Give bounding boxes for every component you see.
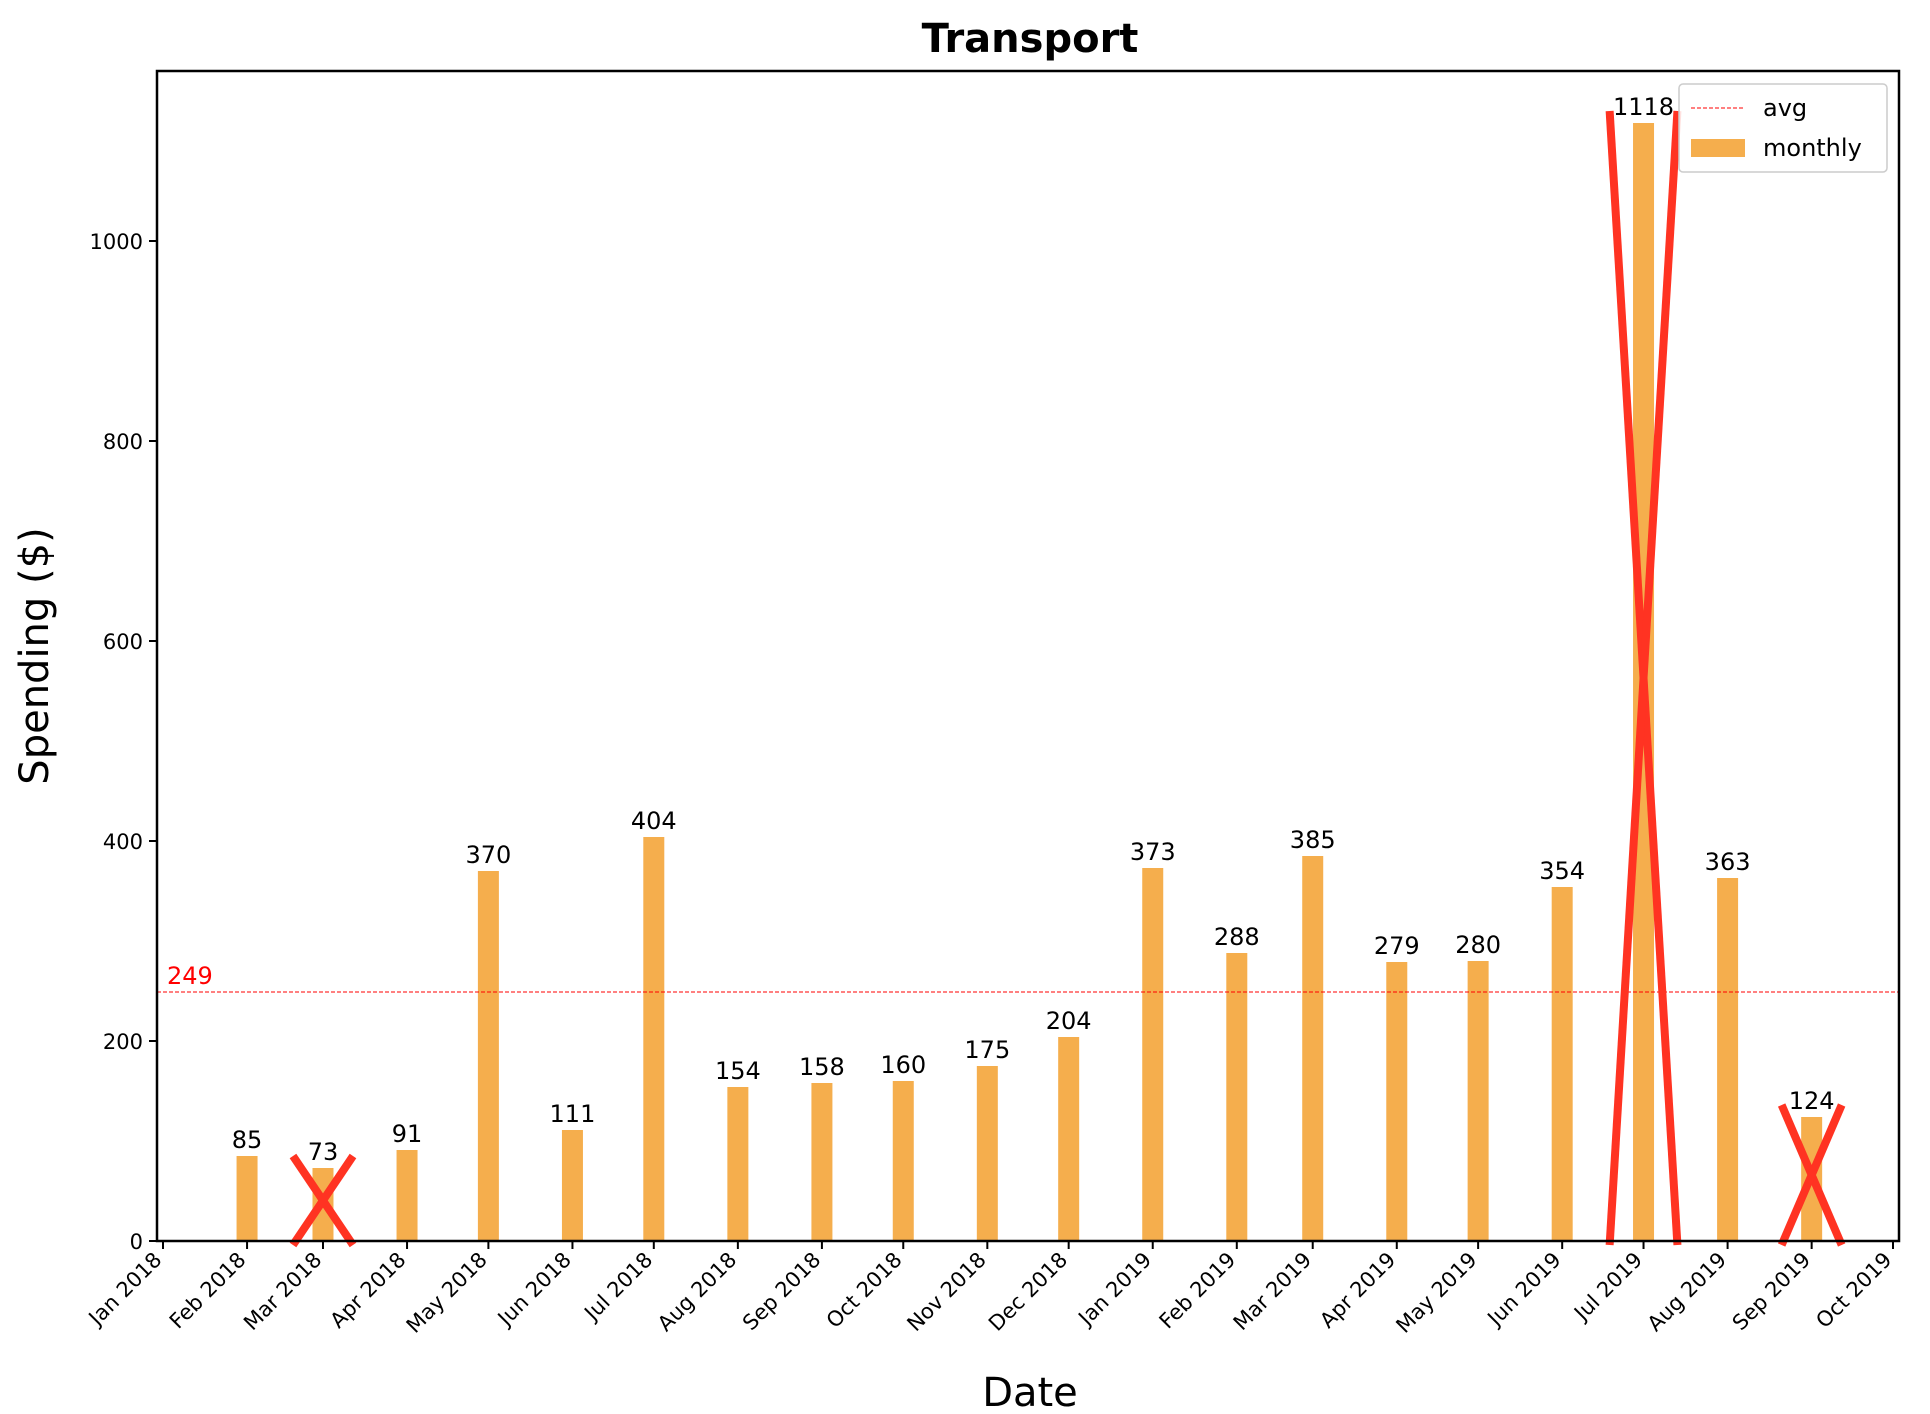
cross-stroke	[1777, 1103, 1846, 1247]
bar-2018-10-01	[892, 1081, 914, 1241]
bar-2019-01-01	[1142, 868, 1164, 1241]
bar-value-label: 73	[308, 1138, 339, 1166]
bar-value-label: 279	[1374, 932, 1420, 960]
bar-value-label: 111	[550, 1100, 596, 1128]
bar-2018-04-01	[396, 1150, 418, 1241]
plot-frame	[155, 69, 1901, 1243]
bar-2018-12-01	[1058, 1037, 1080, 1241]
legend-label: monthly	[1763, 134, 1862, 162]
bar-2019-02-01	[1226, 953, 1248, 1241]
y-axis: 0 200 400 600 800 1000	[90, 230, 157, 1254]
bars-layer: 85 73 91 370 111 404 154 158 160 175 204 373 288 385 2…	[232, 93, 1835, 1241]
bar-value-label: 85	[232, 1126, 263, 1154]
cross-stroke	[1605, 110, 1682, 1246]
cross-stroke	[289, 1153, 357, 1248]
legend-label: avg	[1763, 94, 1807, 122]
chart-title: Transport	[922, 16, 1139, 62]
y-tick-label: 600	[103, 630, 143, 654]
bar-value-label: 154	[715, 1057, 761, 1085]
y-tick-label: 0	[130, 1230, 143, 1254]
bar-2018-07-01	[643, 837, 665, 1241]
bar-value-label: 204	[1046, 1007, 1092, 1035]
y-tick-label: 400	[103, 830, 143, 854]
bar-2018-02-01	[236, 1156, 258, 1241]
bar-2019-04-01	[1386, 962, 1408, 1241]
bar-2019-03-01	[1302, 856, 1324, 1241]
bar-2018-06-01	[561, 1130, 583, 1241]
legend-monthly-swatch	[1691, 139, 1745, 157]
y-tick-label: 800	[103, 430, 143, 454]
bar-2018-08-01	[727, 1087, 749, 1241]
cross-mark-2018-03-01	[289, 1153, 357, 1248]
legend: avg monthly	[1678, 83, 1888, 173]
bar-value-label: 363	[1705, 848, 1751, 876]
bar-2019-08-01	[1717, 878, 1739, 1241]
average-value-label: 249	[167, 962, 213, 990]
y-axis-title: Spending ($)	[12, 527, 58, 784]
average-layer: 249	[157, 962, 1899, 993]
bar-value-label: 158	[799, 1053, 845, 1081]
bar-value-label: 354	[1539, 857, 1585, 885]
bar-value-label: 280	[1455, 931, 1501, 959]
x-axis-title: Date	[982, 1370, 1078, 1414]
bar-2018-09-01	[811, 1083, 833, 1241]
bar-value-label: 404	[631, 807, 677, 835]
cross-mark-2019-09-01	[1777, 1103, 1846, 1247]
bar-value-label: 91	[392, 1120, 423, 1148]
bar-value-label: 124	[1789, 1087, 1835, 1115]
cross-mark-2019-07-01	[1605, 110, 1682, 1246]
bar-value-label: 370	[465, 841, 511, 869]
bar-value-label: 175	[964, 1036, 1010, 1064]
bar-value-label: 1118	[1613, 93, 1674, 121]
bar-value-label: 385	[1290, 826, 1336, 854]
bar-2019-05-01	[1467, 961, 1489, 1241]
bar-value-label: 288	[1214, 923, 1260, 951]
bar-value-label: 160	[880, 1051, 926, 1079]
bar-2018-11-01	[976, 1066, 998, 1241]
bar-2018-05-01	[477, 871, 499, 1241]
y-tick-label: 200	[103, 1030, 143, 1054]
y-tick-label: 1000	[90, 230, 143, 254]
cross-marks-layer	[289, 110, 1846, 1248]
bar-2019-06-01	[1551, 887, 1573, 1241]
bar-value-label: 373	[1130, 838, 1176, 866]
